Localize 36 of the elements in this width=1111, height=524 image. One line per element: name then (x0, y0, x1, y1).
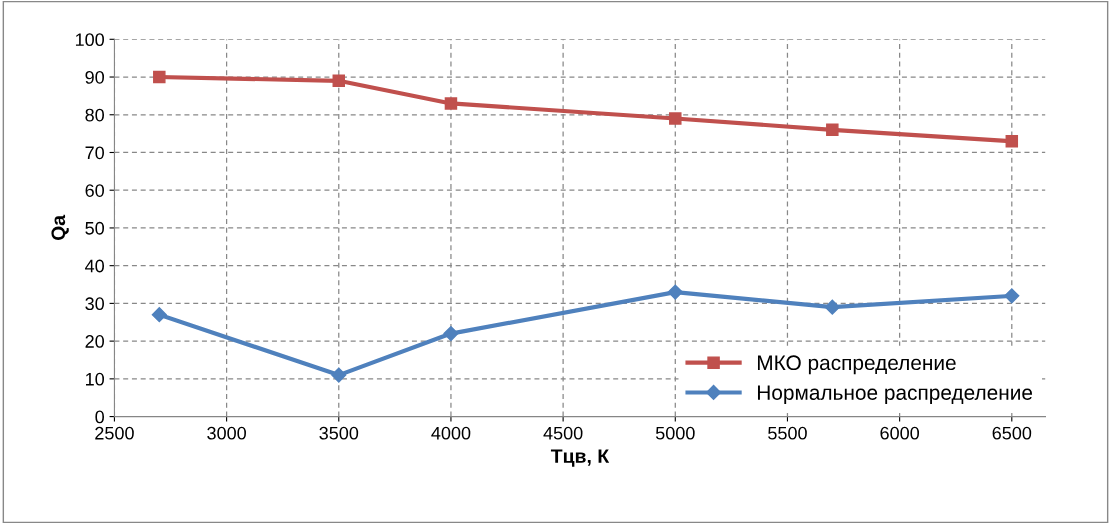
point (824, 299, 840, 315)
point (669, 112, 682, 125)
point (153, 70, 166, 84)
legend-label: МКО распределение (757, 355, 956, 375)
y-tick-label: 10 (86, 372, 105, 386)
y-tick-label: 90 (85, 70, 105, 84)
point (151, 307, 167, 323)
x-tick-label: 4000 (431, 426, 471, 440)
y-tick-label: 30 (85, 297, 105, 311)
x-axis-title: Тцв, К (550, 449, 610, 467)
x-tick-label: 6000 (880, 426, 920, 440)
point (332, 74, 346, 88)
y-tick-label: 70 (85, 146, 105, 160)
x-tick-label: 2500 (95, 426, 134, 440)
x-tick-label: 5000 (655, 426, 695, 440)
x-tick-label: 3500 (319, 426, 359, 440)
legend-label: Нормальное распределение (757, 385, 1033, 405)
x-tick-label: 6500 (992, 426, 1032, 440)
point (667, 284, 683, 300)
y-tick-label: 80 (85, 108, 105, 122)
point (331, 367, 347, 383)
y-axis-title: Qa (51, 214, 69, 241)
x-tick-label: 4500 (543, 426, 583, 440)
x-tick-label: 3000 (207, 426, 246, 440)
point (443, 326, 459, 342)
x-tick-label: 5500 (768, 426, 807, 440)
y-tick-label: 20 (85, 335, 105, 348)
y-tick-label: 50 (85, 221, 105, 235)
y-tick-label: 40 (85, 259, 105, 273)
y-tick-label: 100 (75, 33, 105, 47)
point (444, 97, 458, 110)
y-tick-label: 0 (95, 410, 105, 424)
point (826, 123, 839, 137)
point (1004, 288, 1020, 304)
point (1005, 134, 1019, 148)
y-tick-label: 60 (85, 184, 105, 197)
